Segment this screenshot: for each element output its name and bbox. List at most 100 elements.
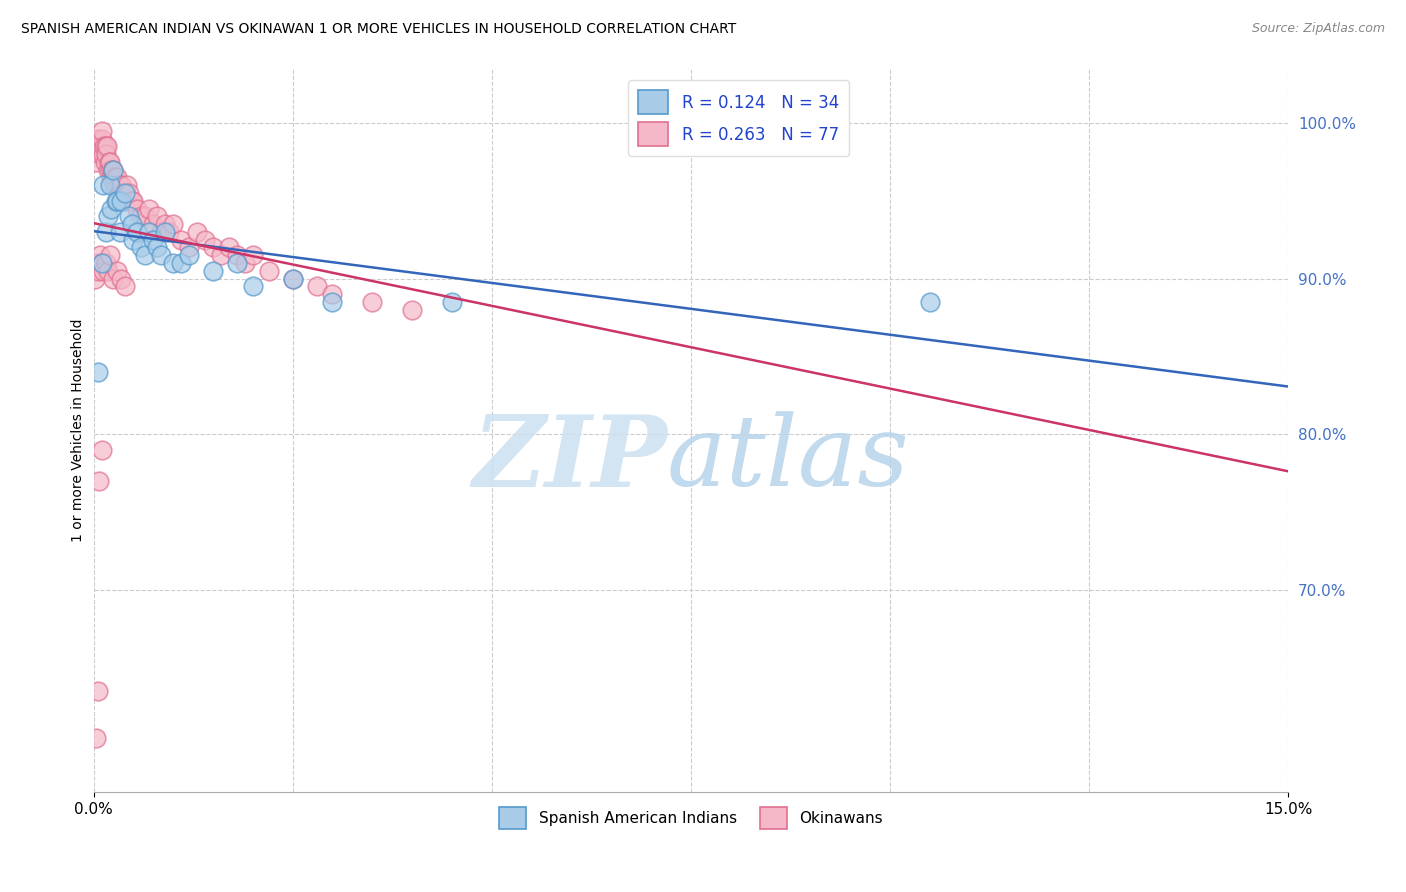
Point bbox=[103, 162, 125, 177]
Point bbox=[89, 147, 111, 161]
Point bbox=[93, 139, 115, 153]
Point bbox=[84, 271, 107, 285]
Point bbox=[150, 225, 173, 239]
Point bbox=[97, 154, 120, 169]
Point bbox=[107, 170, 129, 185]
Point bbox=[401, 302, 423, 317]
Point bbox=[108, 186, 131, 200]
Point bbox=[90, 139, 112, 153]
Point bbox=[155, 225, 177, 239]
Point bbox=[103, 162, 125, 177]
Text: atlas: atlas bbox=[666, 411, 910, 507]
Point bbox=[218, 240, 240, 254]
Point bbox=[122, 233, 145, 247]
Point bbox=[114, 194, 136, 208]
Point bbox=[179, 248, 201, 262]
Point bbox=[110, 178, 132, 193]
Point bbox=[918, 294, 941, 309]
Point bbox=[98, 162, 121, 177]
Point bbox=[131, 240, 153, 254]
Point bbox=[162, 256, 184, 270]
Point bbox=[87, 264, 110, 278]
Point bbox=[179, 240, 201, 254]
Point bbox=[114, 186, 136, 200]
Text: ZIP: ZIP bbox=[472, 411, 666, 508]
Point bbox=[107, 194, 129, 208]
Point bbox=[127, 202, 149, 216]
Point bbox=[194, 233, 217, 247]
Point bbox=[84, 731, 107, 745]
Point bbox=[100, 202, 122, 216]
Point bbox=[94, 225, 117, 239]
Point bbox=[103, 178, 125, 193]
Point bbox=[84, 154, 107, 169]
Point bbox=[162, 217, 184, 231]
Point bbox=[157, 225, 180, 239]
Point bbox=[89, 248, 111, 262]
Point bbox=[91, 147, 114, 161]
Point bbox=[361, 294, 384, 309]
Point bbox=[97, 210, 120, 224]
Point bbox=[118, 186, 141, 200]
Point bbox=[86, 256, 108, 270]
Point bbox=[94, 256, 117, 270]
Point bbox=[94, 139, 117, 153]
Text: Source: ZipAtlas.com: Source: ZipAtlas.com bbox=[1251, 22, 1385, 36]
Point bbox=[96, 147, 118, 161]
Point bbox=[98, 178, 121, 193]
Point bbox=[209, 248, 232, 262]
Point bbox=[134, 248, 156, 262]
Point bbox=[186, 225, 208, 239]
Point bbox=[90, 256, 112, 270]
Point bbox=[91, 264, 114, 278]
Point bbox=[91, 124, 114, 138]
Point bbox=[242, 248, 264, 262]
Point bbox=[86, 683, 108, 698]
Point bbox=[110, 271, 132, 285]
Point bbox=[90, 256, 112, 270]
Point bbox=[321, 294, 343, 309]
Point bbox=[108, 178, 131, 193]
Point bbox=[131, 210, 153, 224]
Point bbox=[134, 210, 156, 224]
Point bbox=[146, 210, 169, 224]
Text: SPANISH AMERICAN INDIAN VS OKINAWAN 1 OR MORE VEHICLES IN HOUSEHOLD CORRELATION : SPANISH AMERICAN INDIAN VS OKINAWAN 1 OR… bbox=[21, 22, 737, 37]
Point bbox=[103, 271, 125, 285]
Point bbox=[98, 154, 121, 169]
Point bbox=[122, 194, 145, 208]
Point bbox=[93, 154, 115, 169]
Point bbox=[104, 170, 127, 185]
Point bbox=[115, 178, 138, 193]
Point bbox=[101, 170, 124, 185]
Point bbox=[202, 240, 225, 254]
Point bbox=[100, 170, 122, 185]
Point bbox=[112, 186, 135, 200]
Point bbox=[281, 271, 304, 285]
Point bbox=[90, 131, 112, 145]
Point bbox=[226, 256, 249, 270]
Point bbox=[91, 178, 114, 193]
Point bbox=[86, 131, 108, 145]
Point bbox=[90, 442, 112, 457]
Y-axis label: 1 or more Vehicles in Household: 1 or more Vehicles in Household bbox=[72, 318, 86, 542]
Point bbox=[305, 279, 328, 293]
Point bbox=[97, 162, 120, 177]
Point bbox=[110, 194, 132, 208]
Point bbox=[138, 202, 160, 216]
Point bbox=[89, 139, 111, 153]
Point bbox=[107, 264, 129, 278]
Point bbox=[104, 194, 127, 208]
Point bbox=[97, 264, 120, 278]
Point bbox=[257, 264, 280, 278]
Point bbox=[146, 240, 169, 254]
Point bbox=[86, 365, 108, 379]
Point bbox=[108, 225, 131, 239]
Point bbox=[170, 256, 193, 270]
Point bbox=[114, 279, 136, 293]
Point bbox=[150, 248, 173, 262]
Point bbox=[98, 248, 121, 262]
Point bbox=[96, 139, 118, 153]
Point bbox=[138, 225, 160, 239]
Point bbox=[202, 264, 225, 278]
Point bbox=[440, 294, 463, 309]
